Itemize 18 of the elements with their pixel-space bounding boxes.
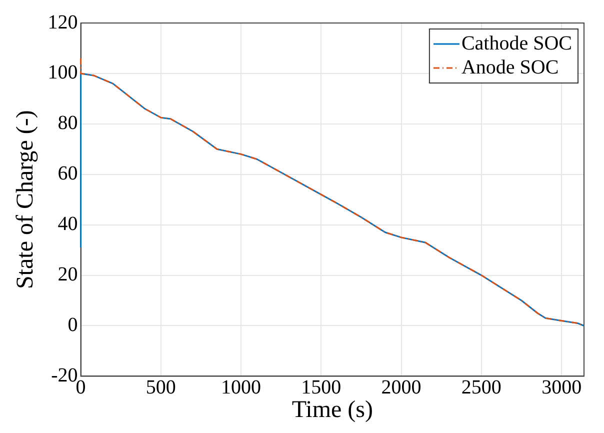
- y-tick-label: 120: [48, 11, 78, 34]
- x-tick-label: 500: [146, 376, 176, 398]
- y-tick-label: 20: [58, 264, 78, 286]
- y-tick-label: -20: [51, 364, 78, 386]
- x-tick-label: 1500: [301, 376, 342, 398]
- y-tick-label: 0: [68, 314, 78, 336]
- y-tick-label: 80: [58, 112, 78, 134]
- legend-label: Cathode SOC: [461, 32, 572, 54]
- y-axis-title: State of Charge (-): [12, 110, 39, 290]
- y-tick-label: 100: [48, 62, 78, 84]
- x-axis-title: Time (s): [292, 396, 373, 423]
- y-tick-label: 40: [58, 213, 78, 236]
- x-tick-label: 1000: [221, 376, 262, 398]
- x-tick-label: 2000: [381, 376, 422, 398]
- x-tick-label: 3000: [542, 376, 582, 398]
- legend-label: Anode SOC: [461, 56, 559, 78]
- y-tick-label: 60: [58, 162, 78, 185]
- x-tick-label: 2500: [461, 376, 502, 398]
